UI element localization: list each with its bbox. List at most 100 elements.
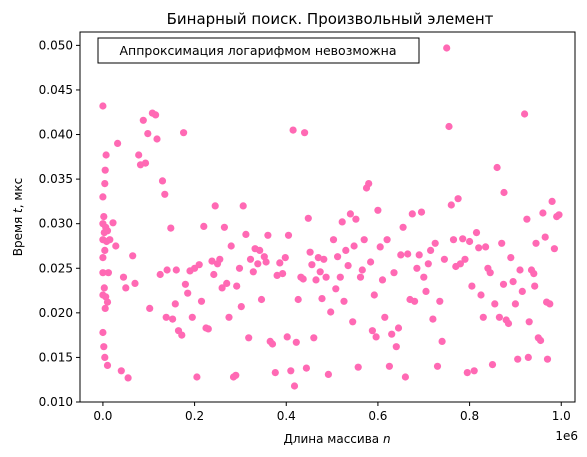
data-point <box>548 197 556 205</box>
data-point <box>370 291 378 299</box>
data-point <box>129 252 137 260</box>
data-point <box>245 334 253 342</box>
x-axis-label: Длина массива n <box>283 432 390 446</box>
data-point <box>329 236 338 244</box>
data-point <box>180 129 188 137</box>
data-point <box>171 300 179 308</box>
annotation-box: Аппроксимация логарифмом невозможна <box>97 37 420 64</box>
data-point <box>344 262 352 270</box>
data-point <box>216 255 224 263</box>
data-point <box>302 364 310 372</box>
data-point <box>103 227 112 235</box>
data-point <box>332 285 340 293</box>
data-point <box>246 255 255 263</box>
data-point <box>342 246 350 254</box>
data-point <box>358 266 366 274</box>
data-point <box>312 276 320 284</box>
data-point <box>178 331 186 339</box>
data-point <box>352 215 360 223</box>
data-point <box>365 180 373 188</box>
y-axis-label-unit: , мкс <box>11 178 25 209</box>
data-point <box>218 284 226 292</box>
data-point <box>279 270 287 278</box>
x-tick-label: 0.0 <box>93 409 112 423</box>
data-point <box>447 201 455 209</box>
data-point <box>211 202 219 210</box>
data-point <box>507 254 515 262</box>
data-point <box>518 287 526 295</box>
data-point <box>488 361 497 369</box>
data-point <box>220 223 228 231</box>
data-point <box>256 246 264 254</box>
data-point <box>401 373 409 381</box>
data-point <box>509 278 517 286</box>
data-point <box>461 255 469 263</box>
data-point <box>103 361 112 369</box>
data-point <box>493 163 501 172</box>
data-point <box>327 308 335 316</box>
data-point <box>289 126 297 134</box>
data-point <box>106 236 114 244</box>
data-point <box>264 231 272 239</box>
data-point <box>532 239 540 247</box>
data-point <box>495 313 503 321</box>
data-point <box>397 251 405 259</box>
data-point <box>376 243 384 251</box>
data-point <box>431 239 439 247</box>
data-point <box>399 223 407 231</box>
data-point <box>381 313 389 321</box>
data-point <box>283 333 291 341</box>
data-point <box>131 279 139 287</box>
y-tick-label: 0.015 <box>39 350 73 364</box>
data-point <box>334 253 342 261</box>
data-point <box>290 382 299 390</box>
data-point <box>195 261 203 269</box>
data-point <box>524 353 532 361</box>
data-point <box>427 246 435 254</box>
data-point <box>385 362 393 370</box>
data-point <box>429 315 437 323</box>
data-point <box>316 268 324 276</box>
data-point <box>100 284 108 292</box>
data-point <box>122 284 130 292</box>
data-point <box>388 330 396 338</box>
y-tick-label: 0.035 <box>39 172 73 186</box>
data-point <box>257 295 266 304</box>
data-point <box>537 336 545 345</box>
data-point <box>306 248 314 256</box>
data-point <box>204 325 212 333</box>
data-point <box>456 260 464 268</box>
data-point <box>350 242 358 250</box>
data-point <box>415 251 423 259</box>
x-axis-ticks: 0.0 0.2 0.4 0.6 0.8 1.0 <box>93 402 571 423</box>
data-point <box>163 266 171 274</box>
data-point <box>468 282 476 290</box>
data-point <box>360 236 368 244</box>
data-point <box>225 313 233 321</box>
data-point <box>117 367 125 375</box>
data-point <box>99 102 107 110</box>
data-point <box>525 318 533 326</box>
chart-title: Бинарный поиск. Произвольный элемент <box>167 10 494 28</box>
x-tick-label: 0.8 <box>460 409 479 423</box>
data-point <box>374 206 382 214</box>
data-point <box>383 236 391 244</box>
data-point <box>99 193 107 201</box>
data-point <box>101 353 109 361</box>
data-point <box>324 370 332 378</box>
data-point <box>271 369 279 377</box>
data-point <box>404 250 412 258</box>
data-point <box>153 135 161 143</box>
data-point <box>499 280 508 288</box>
data-point <box>463 369 471 377</box>
data-point <box>555 211 563 219</box>
annotation-text: Аппроксимация логарифмом невозможна <box>119 43 396 58</box>
data-point <box>200 222 208 230</box>
data-point <box>158 177 167 185</box>
data-point <box>249 268 257 276</box>
y-tick-label: 0.050 <box>39 38 73 52</box>
data-point <box>308 261 316 269</box>
data-point <box>156 270 164 279</box>
data-point <box>146 304 154 312</box>
data-point <box>500 188 508 197</box>
